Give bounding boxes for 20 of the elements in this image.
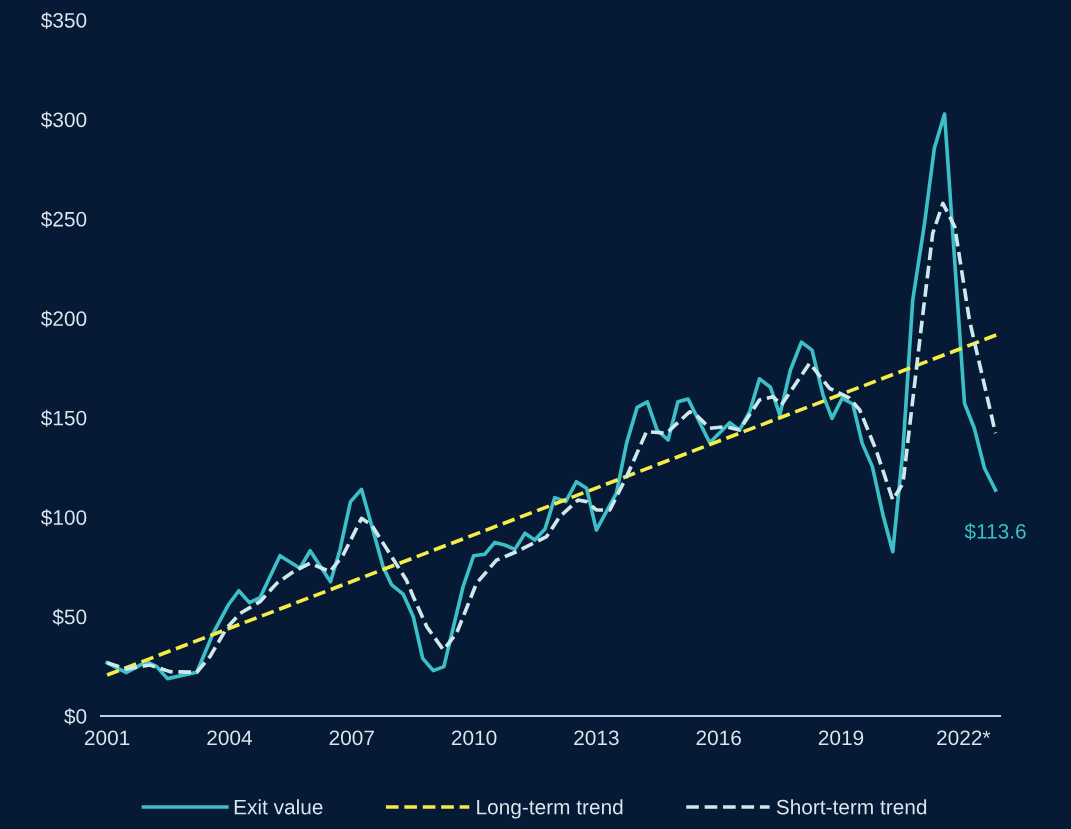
y-tick-label: $300 — [40, 111, 87, 129]
legend-label: Long-term trend — [477, 799, 623, 819]
annotation: $113.6 — [964, 523, 1026, 540]
y-tick-label: $150 — [40, 409, 87, 427]
y-tick-label: $0 — [64, 708, 87, 725]
legend-label: Exit value — [234, 799, 323, 815]
x-tick-label: 2016 — [696, 730, 741, 746]
x-tick-label: 2001 — [84, 730, 130, 746]
x-tick-label: 2013 — [574, 730, 619, 746]
y-tick-label: $350 — [40, 12, 87, 29]
x-tick-label: 2004 — [207, 730, 252, 746]
x-tick-label: 2007 — [329, 730, 374, 746]
y-tick-label: $200 — [40, 310, 87, 328]
y-tick-label: $100 — [40, 509, 87, 527]
x-tick-label: 2010 — [451, 730, 497, 746]
x-tick-label: 2019 — [818, 730, 864, 746]
y-tick-label: $250 — [40, 210, 87, 228]
x-tick-label: 2022* — [937, 730, 991, 746]
y-tick-label: $50 — [52, 608, 87, 626]
legend-label: Short-term trend — [776, 799, 927, 815]
